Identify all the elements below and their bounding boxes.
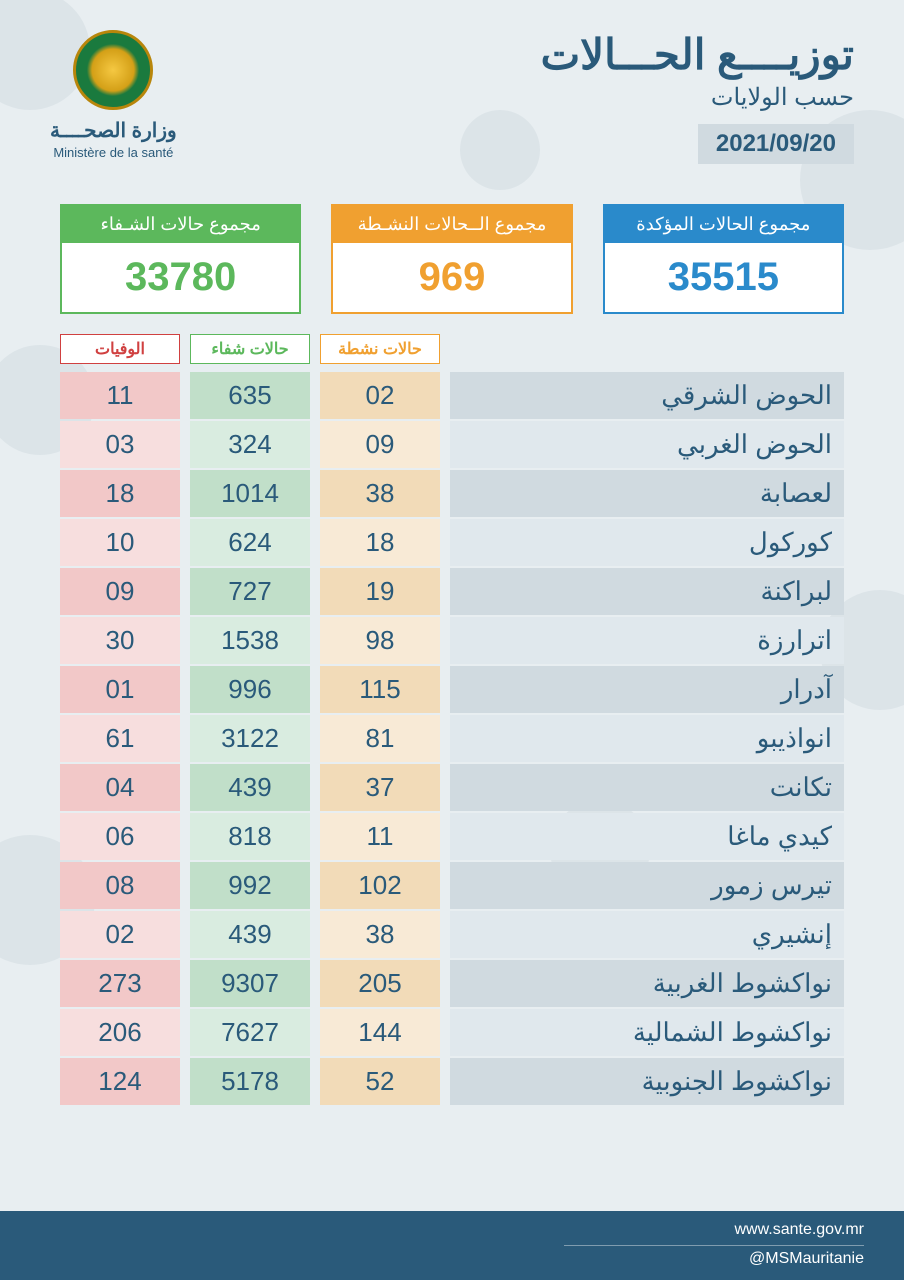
cell-region-name: إنشيري [450,911,844,958]
cell-deaths: 10 [60,519,180,566]
cell-deaths: 30 [60,617,180,664]
footer-url: www.sante.gov.mr [564,1221,864,1246]
summary-confirmed-label: مجموع الحالات المؤكدة [605,206,842,243]
cell-region-name: الحوض الغربي [450,421,844,468]
summary-confirmed-value: 35515 [605,243,842,312]
cell-recovered: 818 [190,813,310,860]
ministry-logo-block: وزارة الصحــــة Ministère de la santé [50,30,177,160]
cell-deaths: 03 [60,421,180,468]
cell-deaths: 01 [60,666,180,713]
summary-active-value: 969 [333,243,570,312]
cell-recovered: 727 [190,568,310,615]
cell-recovered: 7627 [190,1009,310,1056]
table-row: 2067627144نواكشوط الشمالية [60,1009,844,1056]
cell-region-name: لعصابة [450,470,844,517]
cell-region-name: لبراكنة [450,568,844,615]
cell-recovered: 3122 [190,715,310,762]
cell-active: 09 [320,421,440,468]
cell-active: 18 [320,519,440,566]
cell-active: 52 [320,1058,440,1105]
ministry-logo-icon [73,30,153,110]
table-row: 0443937تكانت [60,764,844,811]
table-row: 2739307205نواكشوط الغربية [60,960,844,1007]
cell-region-name: نواكشوط الجنوبية [450,1058,844,1105]
cell-active: 02 [320,372,440,419]
table-row: 61312281انواذيبو [60,715,844,762]
table-row: 0332409الحوض الغربي [60,421,844,468]
cell-recovered: 1538 [190,617,310,664]
cell-recovered: 5178 [190,1058,310,1105]
cell-deaths: 09 [60,568,180,615]
table-row: 124517852نواكشوط الجنوبية [60,1058,844,1105]
table-row: 0243938إنشيري [60,911,844,958]
table-row: 0972719لبراكنة [60,568,844,615]
cell-deaths: 02 [60,911,180,958]
summary-confirmed-card: مجموع الحالات المؤكدة 35515 [603,204,844,314]
table-row: 1062418كوركول [60,519,844,566]
column-header-recovered: حالات شفاء [190,334,310,364]
column-header-active: حالات نشطة [320,334,440,364]
cell-region-name: كوركول [450,519,844,566]
column-header-deaths: الوفيات [60,334,180,364]
cell-region-name: نواكشوط الشمالية [450,1009,844,1056]
summary-recovered-label: مجموع حالات الشـفاء [62,206,299,243]
page-title: توزيــــع الحـــالات [541,30,854,79]
cell-recovered: 324 [190,421,310,468]
cell-active: 115 [320,666,440,713]
table-row: 0681811كيدي ماغا [60,813,844,860]
cell-region-name: آدرار [450,666,844,713]
cell-deaths: 61 [60,715,180,762]
cell-deaths: 04 [60,764,180,811]
cell-region-name: كيدي ماغا [450,813,844,860]
footer: www.sante.gov.mr @MSMauritanie [0,1211,904,1280]
cell-region-name: الحوض الشرقي [450,372,844,419]
table-row: 1163502الحوض الشرقي [60,372,844,419]
ministry-name-fr: Ministère de la santé [50,145,177,160]
cell-deaths: 124 [60,1058,180,1105]
ministry-name-ar: وزارة الصحــــة [50,118,177,143]
cell-recovered: 635 [190,372,310,419]
cell-active: 205 [320,960,440,1007]
cell-region-name: تيرس زمور [450,862,844,909]
report-date: 2021/09/20 [698,124,854,164]
cell-recovered: 439 [190,911,310,958]
cell-active: 38 [320,470,440,517]
cell-recovered: 9307 [190,960,310,1007]
cell-active: 37 [320,764,440,811]
cell-recovered: 439 [190,764,310,811]
cell-deaths: 273 [60,960,180,1007]
cell-region-name: نواكشوط الغربية [450,960,844,1007]
cell-deaths: 08 [60,862,180,909]
cell-deaths: 206 [60,1009,180,1056]
cell-active: 38 [320,911,440,958]
summary-recovered-card: مجموع حالات الشـفاء 33780 [60,204,301,314]
page-subtitle: حسب الولايات [541,83,854,112]
cell-deaths: 11 [60,372,180,419]
cell-recovered: 992 [190,862,310,909]
table-row: 30153898اترارزة [60,617,844,664]
cell-deaths: 18 [60,470,180,517]
cell-region-name: انواذيبو [450,715,844,762]
cell-active: 98 [320,617,440,664]
cell-active: 11 [320,813,440,860]
table-row: 01996115آدرار [60,666,844,713]
cell-active: 81 [320,715,440,762]
cell-recovered: 1014 [190,470,310,517]
footer-handle: @MSMauritanie [749,1250,864,1267]
data-table: الوفيات حالات شفاء حالات نشطة 1163502الح… [0,334,904,1105]
cell-active: 19 [320,568,440,615]
cell-active: 144 [320,1009,440,1056]
cell-deaths: 06 [60,813,180,860]
summary-active-label: مجموع الــحالات النشـطة [333,206,570,243]
cell-recovered: 996 [190,666,310,713]
cell-region-name: اترارزة [450,617,844,664]
cell-active: 102 [320,862,440,909]
table-row: 18101438لعصابة [60,470,844,517]
cell-region-name: تكانت [450,764,844,811]
cell-recovered: 624 [190,519,310,566]
table-row: 08992102تيرس زمور [60,862,844,909]
summary-active-card: مجموع الــحالات النشـطة 969 [331,204,572,314]
summary-recovered-value: 33780 [62,243,299,312]
